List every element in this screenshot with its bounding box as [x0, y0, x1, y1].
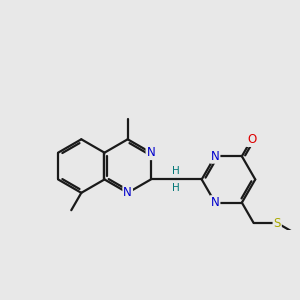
Text: H: H — [172, 183, 180, 193]
Text: N: N — [211, 196, 220, 209]
Text: S: S — [274, 217, 281, 230]
Text: N: N — [146, 146, 155, 159]
Text: N: N — [211, 150, 220, 163]
Text: O: O — [247, 133, 256, 146]
Text: H: H — [172, 166, 180, 176]
Text: N: N — [123, 186, 132, 199]
